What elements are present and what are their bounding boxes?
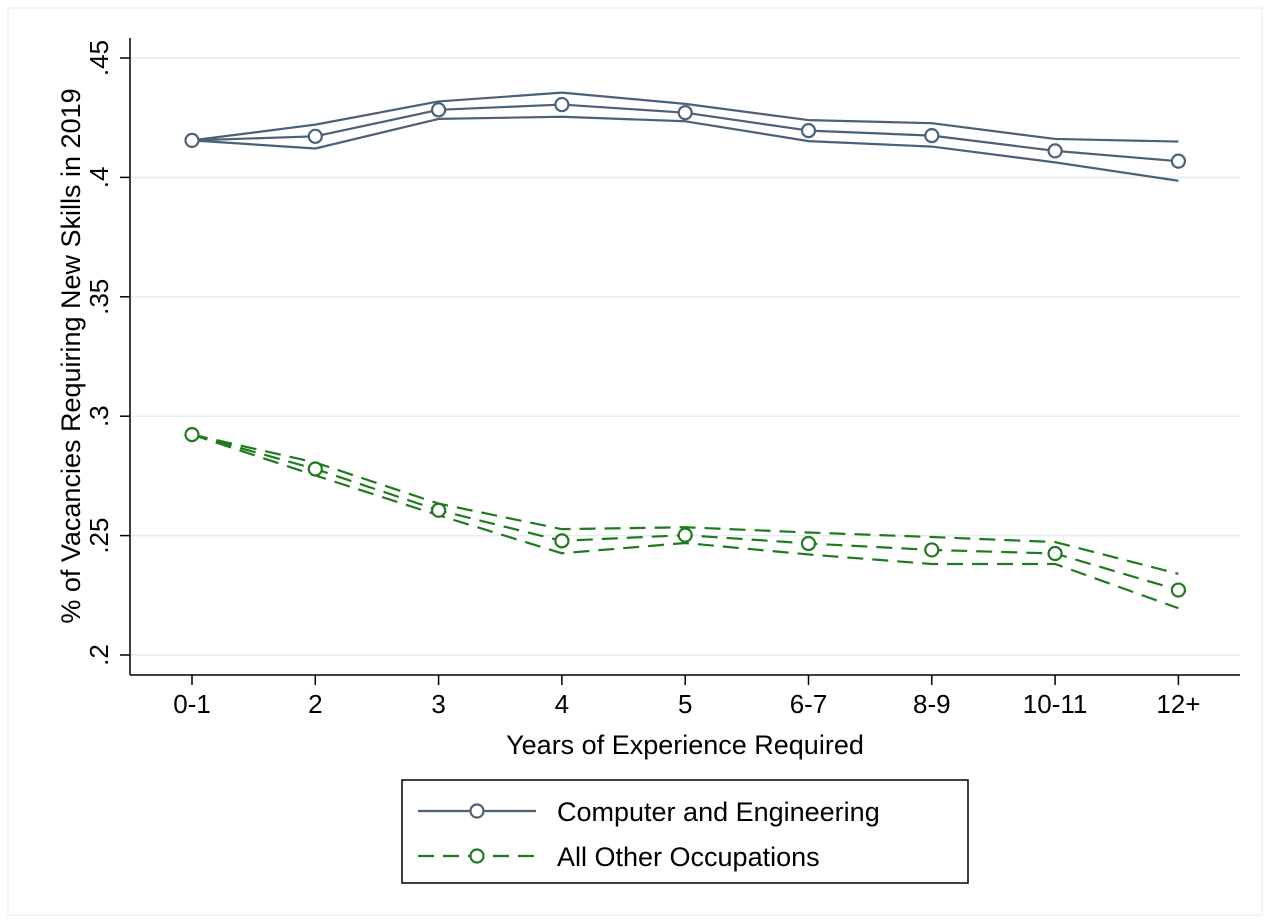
- data-point: [800, 122, 817, 139]
- x-tick-label: 10-11: [1023, 689, 1088, 719]
- data-point: [1047, 143, 1063, 159]
- ci-upper-line: [191, 433, 1179, 575]
- data-point: [924, 128, 940, 144]
- x-axis-title: Years of Experience Required: [506, 730, 864, 760]
- series-computer-and-engineering: [184, 91, 1187, 182]
- data-point: [677, 527, 693, 543]
- data-point: [307, 128, 323, 144]
- ci-upper-line: [191, 91, 1179, 143]
- legend-entry: Computer and Engineering: [418, 797, 880, 827]
- outer-frame: [7, 7, 1263, 916]
- y-tick-label: .35: [84, 279, 114, 315]
- data-point: [184, 132, 200, 148]
- x-tick-label: 12+: [1156, 689, 1200, 719]
- y-tick-label: .3: [84, 405, 114, 427]
- data-point: [1047, 545, 1063, 562]
- legend: Computer and Engineering All Other Occupa…: [401, 779, 969, 884]
- legend-entry: All Other Occupations: [418, 842, 820, 872]
- data-point: [554, 533, 570, 549]
- x-axis-ticks: 0-1 2 3 4 5 6-7 8-9 10-11 12+: [173, 675, 1200, 719]
- y-tick-label: .2: [84, 644, 114, 666]
- data-point: [184, 426, 200, 443]
- x-tick-label: 6-7: [790, 689, 828, 719]
- x-tick-label: 3: [431, 689, 445, 719]
- x-tick-label: 8-9: [913, 689, 951, 719]
- y-axis-ticks: .2 .25 .3 .35 .4 .45: [84, 40, 130, 666]
- ci-lower-line: [191, 433, 1179, 610]
- data-point: [431, 502, 447, 518]
- x-tick-label: 0-1: [173, 689, 211, 719]
- series-all-other-occupations: [184, 426, 1187, 610]
- legend-label: All Other Occupations: [557, 842, 820, 872]
- data-point: [800, 535, 817, 552]
- data-point: [431, 102, 447, 118]
- data-point: [1170, 582, 1187, 598]
- legend-label: Computer and Engineering: [557, 797, 880, 827]
- legend-marker: [469, 848, 485, 864]
- y-tick-label: .4: [84, 167, 114, 189]
- data-point: [924, 542, 940, 558]
- series-layer: [184, 91, 1187, 610]
- data-point: [554, 96, 570, 113]
- x-tick-label: 4: [555, 689, 569, 719]
- data-point: [1170, 153, 1187, 169]
- legend-items: Computer and Engineering All Other Occupa…: [418, 797, 880, 872]
- legend-box: [401, 779, 969, 884]
- y-tick-label: .25: [84, 518, 114, 554]
- x-tick-label: 5: [678, 689, 692, 719]
- data-point: [677, 105, 693, 121]
- gridlines: [130, 57, 1240, 656]
- y-axis-title: % of Vacancies Requiring New Skills in 2…: [56, 88, 86, 623]
- ci-lower-line: [191, 115, 1179, 182]
- data-point: [307, 461, 323, 477]
- x-tick-label: 2: [308, 689, 322, 719]
- y-tick-label: .45: [84, 40, 114, 76]
- legend-marker: [469, 803, 485, 819]
